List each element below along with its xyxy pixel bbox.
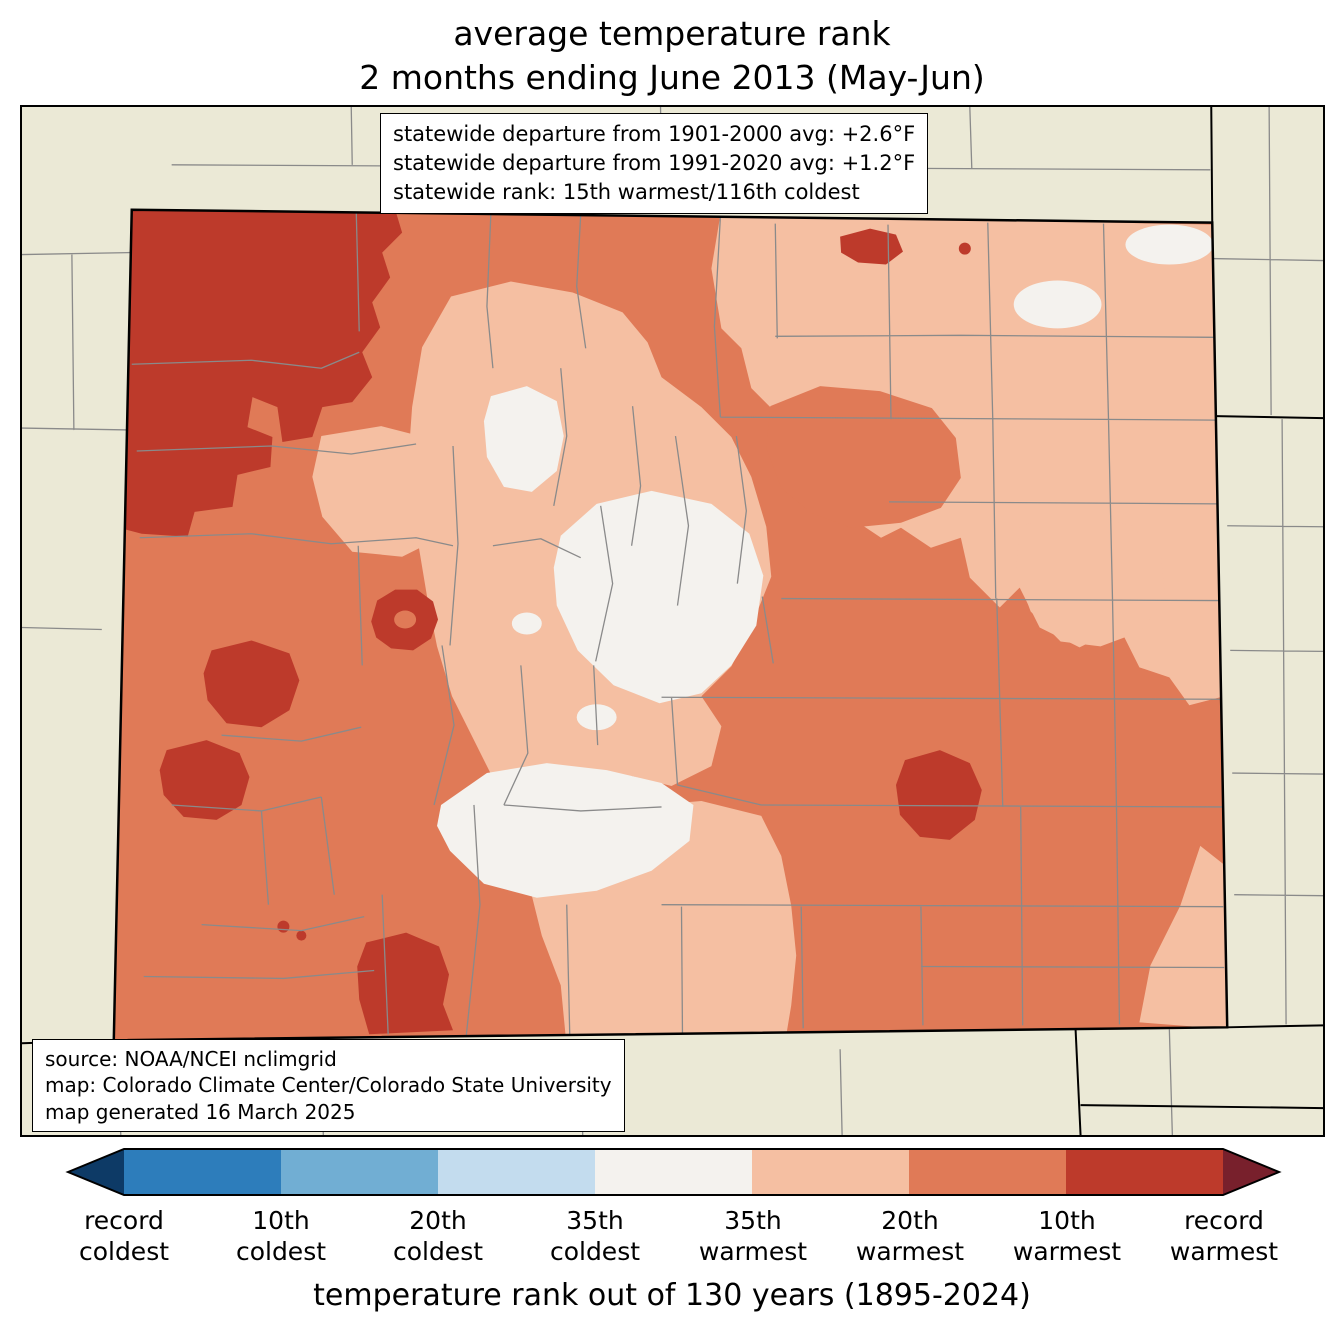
darkred-speck-south-2 [296, 930, 307, 941]
darkred-speck-south-1 [277, 920, 290, 933]
colorbar-segment-3 [438, 1149, 595, 1195]
white-small-spot-2 [511, 612, 542, 635]
source-box: source: NOAA/NCEI nclimgrid map: Colorad… [32, 1039, 625, 1133]
dark-red-regions [113, 209, 982, 1035]
white-northeast-spot [1013, 280, 1102, 329]
legend-label-10th-warmest: 10th warmest [1012, 1206, 1122, 1267]
neighbor-state-borders [22, 107, 1323, 1135]
title-line-2: 2 months ending June 2013 (May-Jun) [359, 58, 985, 98]
colorado-temperature-rank-map [22, 107, 1323, 1135]
darkred-speck-north [958, 242, 971, 255]
colorbar-outline [65, 1148, 1282, 1196]
colorbar-segment-1 [124, 1149, 281, 1195]
color-scale-legend: record coldest 10th coldest 20th coldest 35… [0, 1147, 1344, 1327]
state-border [112, 208, 1229, 1042]
stats-line-3: statewide rank: 15th warmest/116th colde… [393, 179, 860, 204]
source-line-2: map: Colorado Climate Center/Colorado St… [45, 1073, 612, 1098]
colorbar-segment-6 [909, 1149, 1066, 1195]
darkred-south [357, 932, 454, 1035]
white-north-center [483, 386, 564, 492]
legend-label-20th-warmest: 20th warmest [855, 1206, 965, 1267]
colorbar-segment-2 [281, 1149, 438, 1195]
darkred-southeast [895, 750, 982, 840]
colorbar [65, 1148, 1282, 1196]
stats-line-2: statewide departure from 1991-2020 avg: … [393, 150, 916, 175]
darkred-northwest [113, 209, 403, 537]
legend-label-35th-warmest: 35th warmest [698, 1206, 808, 1267]
legend-label-20th-coldest: 20th coldest [392, 1206, 484, 1267]
legend-label-35th-coldest: 35th coldest [549, 1206, 641, 1267]
colorbar-right-arrow [1223, 1149, 1279, 1195]
darkred-ring-hole [394, 610, 417, 629]
darkred-west-2 [159, 740, 250, 820]
colorbar-segment-5 [752, 1149, 909, 1195]
legend-caption: temperature rank out of 130 years (1895-… [313, 1278, 1031, 1313]
title-line-1: average temperature rank [453, 14, 891, 53]
stats-line-1: statewide departure from 1901-2000 avg: … [393, 122, 916, 146]
colorbar-segment-7 [1066, 1149, 1223, 1195]
peach-east-pocket [1015, 510, 1166, 647]
state-fill-regions [113, 209, 1228, 1041]
colorbar-left-arrow [68, 1149, 124, 1195]
page-title: average temperature rank 2 months ending… [0, 12, 1344, 100]
county-lines [131, 210, 1225, 1039]
salmon-island-northeast [766, 386, 961, 528]
peach-southeast-corner [1139, 845, 1228, 1030]
map-frame: statewide departure from 1901-2000 avg: … [20, 105, 1325, 1137]
colorbar-segment-4 [595, 1149, 752, 1195]
legend-label-10th-coldest: 10th coldest [235, 1206, 327, 1267]
white-lower-center [437, 763, 694, 898]
source-line-3: map generated 16 March 2025 [45, 1099, 356, 1124]
legend-label-record-coldest: record coldest [78, 1206, 170, 1267]
source-line-1: source: NOAA/NCEI nclimgrid [45, 1047, 337, 1071]
statewide-stats-box: statewide departure from 1901-2000 avg: … [380, 113, 929, 214]
white-northeast-corner [1125, 224, 1214, 265]
peach-west-pocket [312, 426, 454, 557]
darkred-north-spot [840, 228, 903, 265]
legend-label-record-warmest: record warmest [1169, 1206, 1279, 1267]
darkred-west-1 [203, 640, 300, 728]
